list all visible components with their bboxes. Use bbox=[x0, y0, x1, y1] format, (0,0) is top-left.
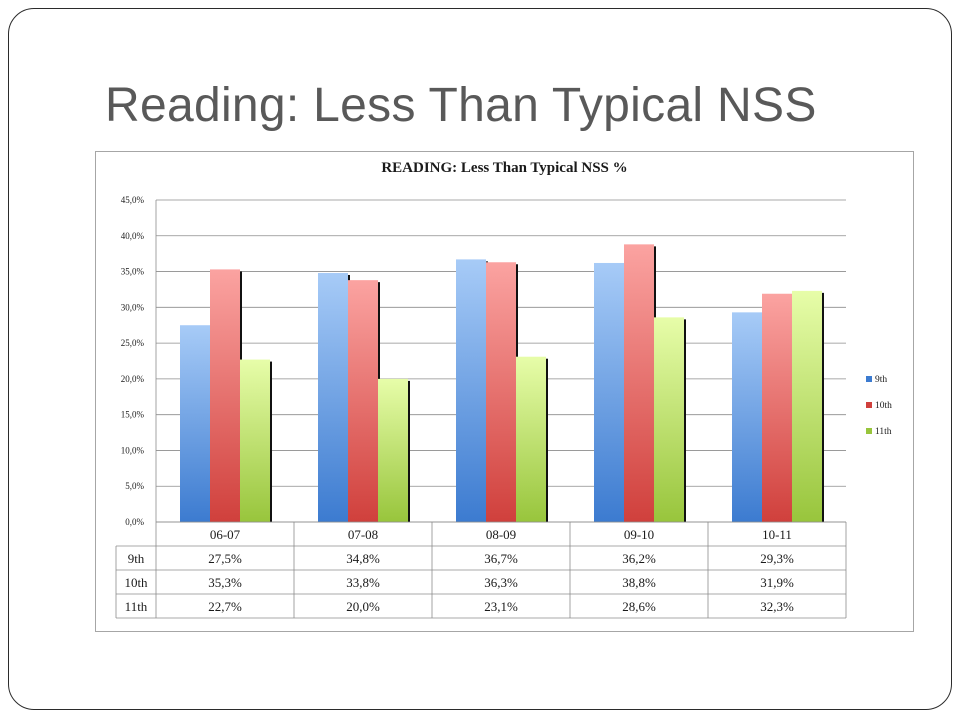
category-label: 10-11 bbox=[762, 527, 792, 542]
data-label: 28,6% bbox=[622, 599, 656, 614]
table-series-label-11th: 11th bbox=[125, 599, 148, 614]
data-label: 34,8% bbox=[346, 551, 380, 566]
table-series-label-10th: 10th bbox=[124, 575, 148, 590]
bar-9th-06-07 bbox=[180, 325, 210, 522]
y-tick-label: 0,0% bbox=[125, 517, 144, 527]
data-label: 31,9% bbox=[760, 575, 794, 590]
category-label: 09-10 bbox=[624, 527, 654, 542]
chart-title: READING: Less Than Typical NSS % bbox=[381, 160, 628, 176]
legend-swatch-11th bbox=[866, 428, 872, 434]
bar-10th-09-10 bbox=[624, 244, 654, 522]
legend-label-10th: 10th bbox=[875, 401, 892, 411]
category-label: 08-09 bbox=[486, 527, 516, 542]
data-label: 29,3% bbox=[760, 551, 794, 566]
legend-swatch-10th bbox=[866, 402, 872, 408]
data-label: 36,3% bbox=[484, 575, 518, 590]
bar-10th-08-09 bbox=[486, 262, 516, 522]
table-series-label-9th: 9th bbox=[128, 551, 145, 566]
bar-9th-09-10 bbox=[594, 262, 624, 522]
y-tick-label: 25,0% bbox=[121, 338, 145, 348]
bar-10th-06-07 bbox=[210, 269, 240, 522]
category-label: 07-08 bbox=[348, 527, 378, 542]
data-label: 23,1% bbox=[484, 599, 518, 614]
y-tick-label: 5,0% bbox=[125, 481, 144, 491]
bar-9th-07-08 bbox=[318, 272, 348, 522]
y-tick-label: 15,0% bbox=[121, 410, 145, 420]
data-label: 35,3% bbox=[208, 575, 242, 590]
bar-11th-09-10 bbox=[654, 317, 684, 522]
data-label: 22,7% bbox=[208, 599, 242, 614]
data-label: 36,2% bbox=[622, 551, 656, 566]
category-label: 06-07 bbox=[210, 527, 241, 542]
y-tick-label: 10,0% bbox=[121, 445, 145, 455]
bar-10th-10-11 bbox=[762, 293, 792, 522]
bar-11th-07-08 bbox=[378, 378, 408, 522]
data-label: 32,3% bbox=[760, 599, 794, 614]
bar-9th-08-09 bbox=[456, 259, 486, 522]
chart-svg: 0,0% 5,0% 10,0% 15,0% 20,0% 25,0% 30,0% 35,0% 40… bbox=[115, 195, 892, 619]
y-tick-label: 20,0% bbox=[121, 374, 145, 384]
data-label: 27,5% bbox=[208, 551, 242, 566]
bar-10th-07-08 bbox=[348, 280, 378, 522]
y-tick-label: 30,0% bbox=[121, 302, 145, 312]
chart-area: READING: Less Than Typical NSS % 0,0% 5,0… bbox=[95, 151, 914, 632]
y-tick-label: 35,0% bbox=[121, 267, 145, 277]
y-tick-label: 45,0% bbox=[121, 195, 145, 205]
legend-swatch-9th bbox=[866, 376, 872, 382]
slide-title: Reading: Less Than Typical NSS bbox=[105, 79, 817, 132]
data-label: 20,0% bbox=[346, 599, 380, 614]
bar-11th-10-11 bbox=[792, 290, 822, 522]
y-tick-label: 40,0% bbox=[121, 231, 145, 241]
bar-11th-06-07 bbox=[240, 359, 270, 522]
bar-9th-10-11 bbox=[732, 312, 762, 522]
data-label: 36,7% bbox=[484, 551, 518, 566]
bar-11th-08-09 bbox=[516, 356, 546, 522]
legend-label-11th: 11th bbox=[875, 427, 892, 437]
data-label: 33,8% bbox=[346, 575, 380, 590]
legend-label-9th: 9th bbox=[875, 375, 887, 385]
data-label: 38,8% bbox=[622, 575, 656, 590]
